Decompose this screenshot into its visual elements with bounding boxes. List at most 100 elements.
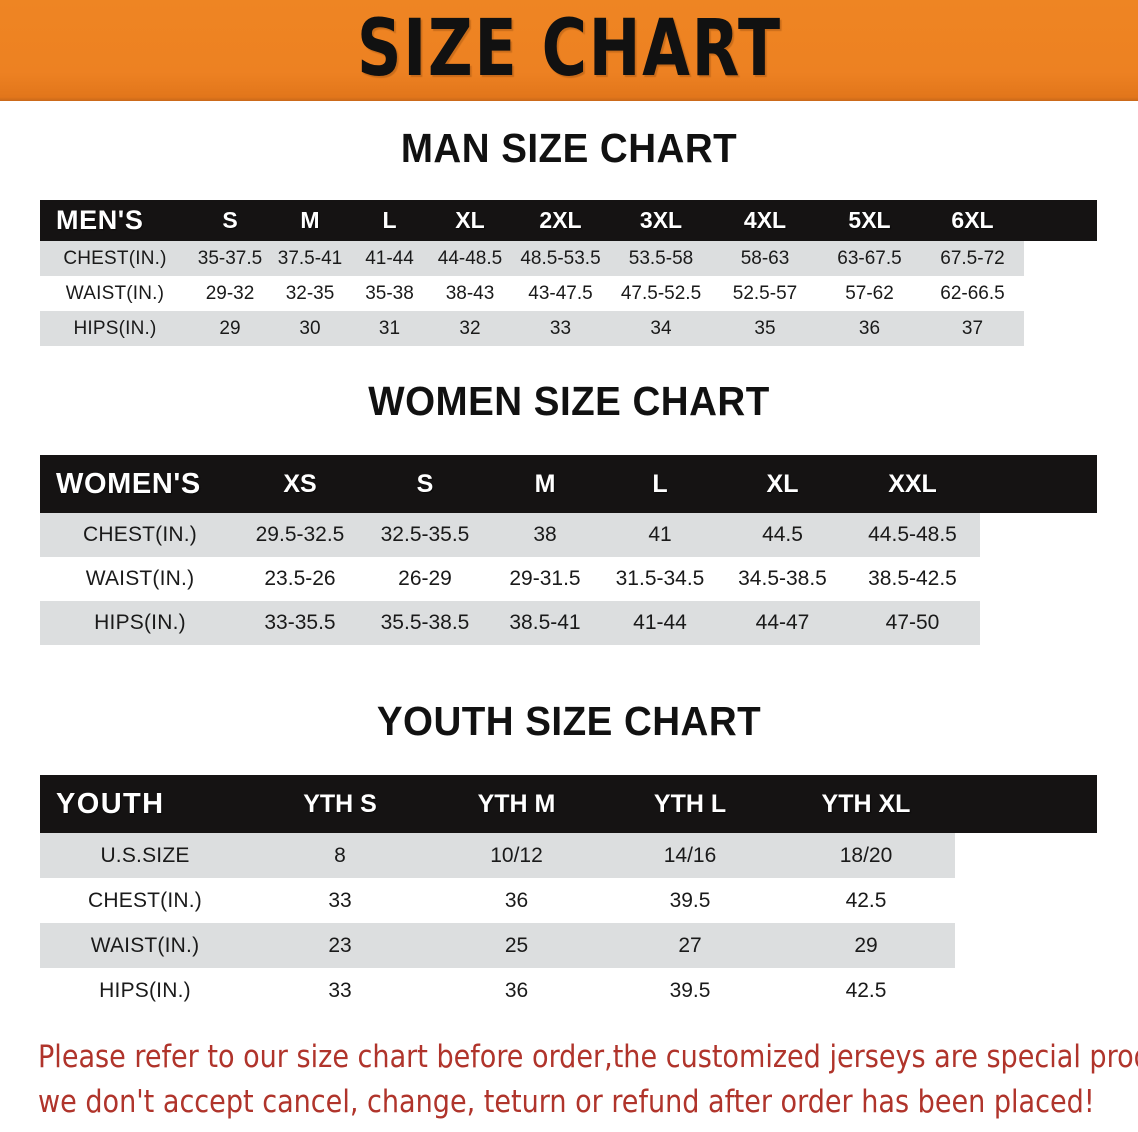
women-hips-m: 38.5-41 — [490, 601, 600, 645]
women-waist-l: 31.5-34.5 — [600, 557, 720, 601]
women-col-l: L — [600, 455, 720, 513]
women-hips-xs: 33-35.5 — [240, 601, 360, 645]
men-col-3xl: 3XL — [610, 200, 712, 241]
youth-waist-yth-xl: 29 — [777, 923, 955, 968]
youth-hips-yth-xl: 42.5 — [777, 968, 955, 1013]
disclaimer-text: Please refer to our size chart before or… — [38, 1035, 1138, 1125]
men-chest-xl: 44-48.5 — [429, 241, 511, 276]
youth-hips-yth-m: 36 — [430, 968, 603, 1013]
women-waist-xs: 23.5-26 — [240, 557, 360, 601]
men-chest-2xl: 48.5-53.5 — [511, 241, 610, 276]
men-col-s: S — [190, 200, 270, 241]
youth-row-spacer — [955, 833, 1097, 878]
women-col-s: S — [360, 455, 490, 513]
youth-size-table: YOUTH YTH S YTH M YTH L YTH XL U.S.SIZE … — [40, 775, 1097, 1013]
men-row-spacer — [1024, 276, 1097, 311]
women-chest-xs: 29.5-32.5 — [240, 513, 360, 557]
men-chest-s: 35-37.5 — [190, 241, 270, 276]
men-hips-s: 29 — [190, 311, 270, 346]
women-size-table: WOMEN'S XS S M L XL XXL CHEST(IN.) 29.5-… — [40, 455, 1097, 645]
youth-corner-label: YOUTH — [40, 775, 250, 833]
section-title-youth: YOUTH SIZE CHART — [376, 698, 762, 744]
page-banner: SIZE CHART — [0, 0, 1138, 101]
women-chest-s: 32.5-35.5 — [360, 513, 490, 557]
men-corner-label: MEN'S — [40, 200, 190, 241]
men-col-xl: XL — [429, 200, 511, 241]
youth-row-label-chest: CHEST(IN.) — [40, 878, 250, 923]
youth-chest-yth-m: 36 — [430, 878, 603, 923]
women-row-spacer — [980, 601, 1097, 645]
table-row: HIPS(IN.) 33 36 39.5 42.5 — [40, 968, 1097, 1013]
table-row: CHEST(IN.) 35-37.5 37.5-41 41-44 44-48.5… — [40, 241, 1097, 276]
men-col-m: M — [270, 200, 350, 241]
table-row: WAIST(IN.) 29-32 32-35 35-38 38-43 43-47… — [40, 276, 1097, 311]
men-row-spacer — [1024, 311, 1097, 346]
men-chest-5xl: 63-67.5 — [818, 241, 921, 276]
women-waist-xl: 34.5-38.5 — [720, 557, 845, 601]
women-header-spacer — [980, 455, 1097, 513]
table-header-row: YOUTH YTH S YTH M YTH L YTH XL — [40, 775, 1097, 833]
men-header-spacer — [1024, 200, 1097, 241]
women-chest-m: 38 — [490, 513, 600, 557]
table-row: HIPS(IN.) 29 30 31 32 33 34 35 36 37 — [40, 311, 1097, 346]
men-chest-4xl: 58-63 — [712, 241, 818, 276]
table-row: WAIST(IN.) 23 25 27 29 — [40, 923, 1097, 968]
disclaimer-line-1: Please refer to our size chart before or… — [38, 1039, 1138, 1075]
men-hips-4xl: 35 — [712, 311, 818, 346]
men-chest-m: 37.5-41 — [270, 241, 350, 276]
table-row: WAIST(IN.) 23.5-26 26-29 29-31.5 31.5-34… — [40, 557, 1097, 601]
women-col-m: M — [490, 455, 600, 513]
men-hips-6xl: 37 — [921, 311, 1024, 346]
table-row: U.S.SIZE 8 10/12 14/16 18/20 — [40, 833, 1097, 878]
women-row-label-chest: CHEST(IN.) — [40, 513, 240, 557]
men-hips-l: 31 — [350, 311, 429, 346]
youth-waist-yth-l: 27 — [603, 923, 777, 968]
women-chest-xxl: 44.5-48.5 — [845, 513, 980, 557]
youth-col-yth-m: YTH M — [430, 775, 603, 833]
section-title-man: MAN SIZE CHART — [400, 125, 738, 171]
men-hips-5xl: 36 — [818, 311, 921, 346]
women-row-label-hips: HIPS(IN.) — [40, 601, 240, 645]
youth-row-spacer — [955, 923, 1097, 968]
men-col-5xl: 5XL — [818, 200, 921, 241]
youth-header-spacer — [955, 775, 1097, 833]
women-col-xl: XL — [720, 455, 845, 513]
women-col-xxl: XXL — [845, 455, 980, 513]
men-row-label-waist: WAIST(IN.) — [40, 276, 190, 311]
men-col-l: L — [350, 200, 429, 241]
youth-waist-yth-s: 23 — [250, 923, 430, 968]
youth-row-label-hips: HIPS(IN.) — [40, 968, 250, 1013]
youth-col-yth-s: YTH S — [250, 775, 430, 833]
section-title-women: WOMEN SIZE CHART — [368, 378, 770, 424]
women-col-xs: XS — [240, 455, 360, 513]
table-header-row: MEN'S S M L XL 2XL 3XL 4XL 5XL 6XL — [40, 200, 1097, 241]
men-col-4xl: 4XL — [712, 200, 818, 241]
men-waist-s: 29-32 — [190, 276, 270, 311]
men-col-2xl: 2XL — [511, 200, 610, 241]
women-hips-s: 35.5-38.5 — [360, 601, 490, 645]
men-col-6xl: 6XL — [921, 200, 1024, 241]
women-chest-xl: 44.5 — [720, 513, 845, 557]
men-hips-3xl: 34 — [610, 311, 712, 346]
men-chest-6xl: 67.5-72 — [921, 241, 1024, 276]
women-waist-s: 26-29 — [360, 557, 490, 601]
table-row: CHEST(IN.) 29.5-32.5 32.5-35.5 38 41 44.… — [40, 513, 1097, 557]
youth-row-label-ussize: U.S.SIZE — [40, 833, 250, 878]
women-hips-l: 41-44 — [600, 601, 720, 645]
men-size-table: MEN'S S M L XL 2XL 3XL 4XL 5XL 6XL CHEST… — [40, 200, 1097, 346]
table-row: CHEST(IN.) 33 36 39.5 42.5 — [40, 878, 1097, 923]
disclaimer-line-2: we don't accept cancel, change, teturn o… — [38, 1084, 1095, 1120]
table-row: HIPS(IN.) 33-35.5 35.5-38.5 38.5-41 41-4… — [40, 601, 1097, 645]
youth-col-yth-xl: YTH XL — [777, 775, 955, 833]
youth-row-label-waist: WAIST(IN.) — [40, 923, 250, 968]
women-waist-xxl: 38.5-42.5 — [845, 557, 980, 601]
youth-chest-yth-xl: 42.5 — [777, 878, 955, 923]
youth-col-yth-l: YTH L — [603, 775, 777, 833]
women-row-spacer — [980, 557, 1097, 601]
men-waist-m: 32-35 — [270, 276, 350, 311]
men-waist-2xl: 43-47.5 — [511, 276, 610, 311]
youth-ussize-yth-m: 10/12 — [430, 833, 603, 878]
youth-chest-yth-l: 39.5 — [603, 878, 777, 923]
men-chest-l: 41-44 — [350, 241, 429, 276]
table-header-row: WOMEN'S XS S M L XL XXL — [40, 455, 1097, 513]
